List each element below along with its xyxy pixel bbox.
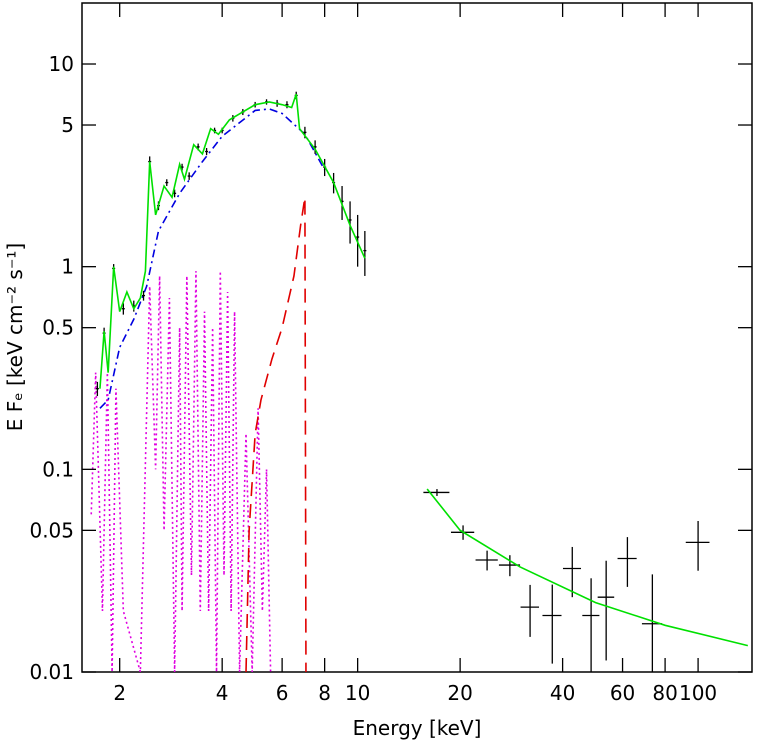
data-point xyxy=(142,290,146,301)
x-tick-label: 80 xyxy=(652,681,677,705)
model-line xyxy=(245,197,307,672)
model-line xyxy=(426,488,749,647)
data-point xyxy=(685,521,710,571)
data-point xyxy=(542,584,562,664)
y-tick-label: 5 xyxy=(61,113,74,137)
data-point xyxy=(205,148,209,156)
x-tick-label: 2 xyxy=(113,681,126,705)
y-tick-label: 1 xyxy=(61,255,74,279)
plot-frame xyxy=(81,2,753,673)
y-tick-label: 0.1 xyxy=(42,457,74,481)
y-tick-label: 0.05 xyxy=(29,518,74,542)
y-axis-label: E Fₑ [keV cm⁻² s⁻¹] xyxy=(3,243,27,431)
data-point xyxy=(95,381,99,397)
x-axis-label: Energy [keV] xyxy=(353,716,482,740)
plot-area xyxy=(90,91,749,672)
data-point xyxy=(597,560,615,661)
data-point xyxy=(285,101,289,109)
data-point xyxy=(348,201,352,244)
data-point xyxy=(121,303,125,315)
data-point xyxy=(165,179,169,187)
data-point xyxy=(363,230,367,276)
y-tick-label: 0.5 xyxy=(42,316,74,340)
model-line xyxy=(99,108,326,409)
y-tick-label: 0.01 xyxy=(29,660,74,684)
x-tick-label: 20 xyxy=(447,681,472,705)
x-tick-label: 40 xyxy=(550,681,575,705)
x-tick-label: 4 xyxy=(216,681,229,705)
data-point xyxy=(582,578,600,672)
data-point xyxy=(617,537,637,587)
data-point xyxy=(562,546,582,598)
data-point xyxy=(423,489,450,496)
data-point xyxy=(475,550,498,571)
x-tick-label: 8 xyxy=(318,681,331,705)
model-line xyxy=(99,93,366,389)
x-tick-label: 10 xyxy=(345,681,370,705)
data-point xyxy=(641,574,663,672)
data-point xyxy=(520,584,540,637)
x-tick-label: 6 xyxy=(276,681,289,705)
y-tick-label: 10 xyxy=(49,52,74,76)
x-tick-label: 60 xyxy=(610,681,635,705)
x-tick-label: 100 xyxy=(679,681,717,705)
data-point xyxy=(187,172,191,180)
model-line xyxy=(90,271,272,672)
